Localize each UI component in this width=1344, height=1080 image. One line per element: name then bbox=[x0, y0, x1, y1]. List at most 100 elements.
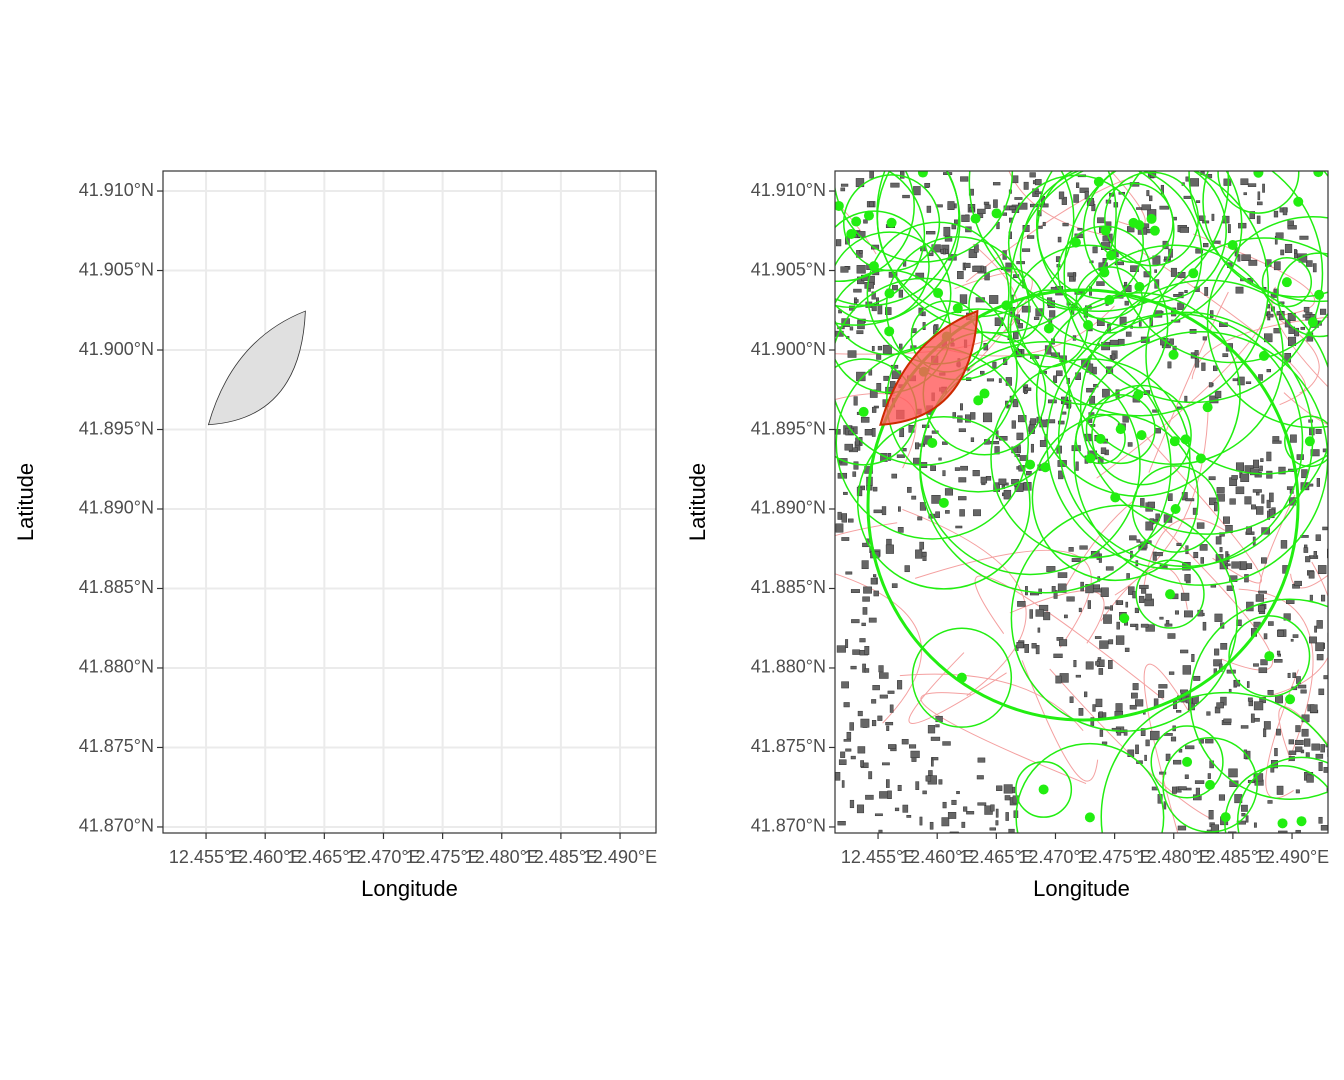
building bbox=[1114, 261, 1124, 266]
building bbox=[938, 457, 942, 461]
building bbox=[1204, 287, 1209, 296]
building bbox=[1108, 639, 1114, 645]
building bbox=[1208, 382, 1213, 388]
building bbox=[1168, 671, 1175, 675]
building bbox=[1098, 668, 1104, 675]
building bbox=[1099, 640, 1109, 649]
building bbox=[1100, 587, 1109, 597]
building bbox=[1021, 305, 1031, 313]
building bbox=[1154, 552, 1163, 557]
building bbox=[860, 718, 870, 728]
y-tick-label: 41.905°N bbox=[79, 259, 154, 279]
road bbox=[1009, 590, 1105, 644]
building bbox=[864, 281, 874, 289]
building bbox=[1235, 286, 1244, 294]
building bbox=[943, 248, 946, 255]
building bbox=[1286, 599, 1295, 604]
building bbox=[1086, 198, 1094, 207]
building bbox=[1030, 443, 1034, 453]
building bbox=[1136, 539, 1141, 543]
building bbox=[1229, 498, 1236, 505]
building bbox=[1232, 378, 1238, 382]
building bbox=[1259, 465, 1263, 472]
building bbox=[989, 295, 999, 304]
building bbox=[1145, 521, 1154, 531]
building bbox=[1053, 375, 1058, 383]
building bbox=[1154, 428, 1161, 434]
building bbox=[872, 685, 880, 691]
building bbox=[1302, 314, 1311, 318]
building bbox=[1247, 183, 1257, 187]
building bbox=[1125, 331, 1132, 337]
building bbox=[864, 668, 870, 673]
building bbox=[943, 226, 951, 237]
building bbox=[1179, 226, 1189, 233]
building bbox=[1176, 710, 1182, 713]
building bbox=[1200, 557, 1204, 564]
building bbox=[1117, 600, 1123, 605]
building bbox=[871, 291, 876, 300]
building bbox=[1229, 780, 1239, 787]
building bbox=[938, 779, 943, 785]
building bbox=[972, 470, 980, 477]
building bbox=[847, 518, 854, 523]
building bbox=[886, 725, 890, 731]
x-tick-label: 12.490°E bbox=[1255, 847, 1329, 867]
building bbox=[871, 406, 877, 413]
building bbox=[1185, 498, 1195, 502]
building bbox=[852, 471, 857, 477]
point bbox=[973, 395, 984, 406]
road bbox=[908, 652, 1007, 724]
building bbox=[995, 820, 999, 826]
building bbox=[945, 510, 950, 514]
building bbox=[1182, 665, 1191, 675]
building bbox=[1057, 420, 1065, 425]
building bbox=[878, 665, 884, 673]
buffer-circle bbox=[835, 210, 930, 322]
building bbox=[1320, 825, 1328, 831]
building bbox=[1150, 730, 1160, 741]
x-tick-label: 12.485°E bbox=[524, 847, 598, 867]
building bbox=[1305, 752, 1310, 758]
building bbox=[870, 577, 878, 585]
buffer-circle bbox=[1036, 171, 1243, 329]
road bbox=[1259, 561, 1328, 699]
building bbox=[1267, 510, 1271, 520]
building bbox=[1276, 650, 1281, 655]
building bbox=[993, 199, 998, 208]
building bbox=[841, 681, 849, 689]
building bbox=[1266, 369, 1271, 373]
point bbox=[1313, 171, 1324, 178]
building bbox=[1240, 178, 1249, 186]
building bbox=[1196, 522, 1205, 529]
building bbox=[1276, 728, 1281, 736]
building bbox=[1146, 190, 1150, 197]
building bbox=[1208, 476, 1216, 481]
building bbox=[1043, 612, 1051, 621]
building bbox=[871, 345, 875, 352]
building bbox=[1154, 269, 1157, 273]
building bbox=[1287, 225, 1297, 230]
x-axis-title: Longitude bbox=[361, 876, 458, 901]
point bbox=[884, 326, 895, 337]
building bbox=[1240, 725, 1249, 729]
building bbox=[1309, 704, 1318, 713]
building bbox=[1323, 675, 1328, 680]
building bbox=[1084, 691, 1088, 698]
building bbox=[1316, 654, 1324, 661]
x-tick-label: 12.480°E bbox=[465, 847, 539, 867]
y-tick-label: 41.885°N bbox=[79, 577, 154, 597]
building bbox=[1115, 703, 1123, 712]
building bbox=[857, 710, 863, 717]
building bbox=[1255, 492, 1260, 496]
building bbox=[1160, 338, 1169, 346]
point bbox=[1136, 430, 1147, 441]
building bbox=[1216, 702, 1224, 709]
building bbox=[1029, 609, 1033, 619]
building bbox=[986, 378, 995, 382]
y-tick-label: 41.895°N bbox=[79, 418, 154, 438]
building bbox=[876, 354, 882, 360]
building bbox=[1241, 804, 1248, 812]
building bbox=[1053, 653, 1063, 658]
building bbox=[1073, 272, 1076, 281]
